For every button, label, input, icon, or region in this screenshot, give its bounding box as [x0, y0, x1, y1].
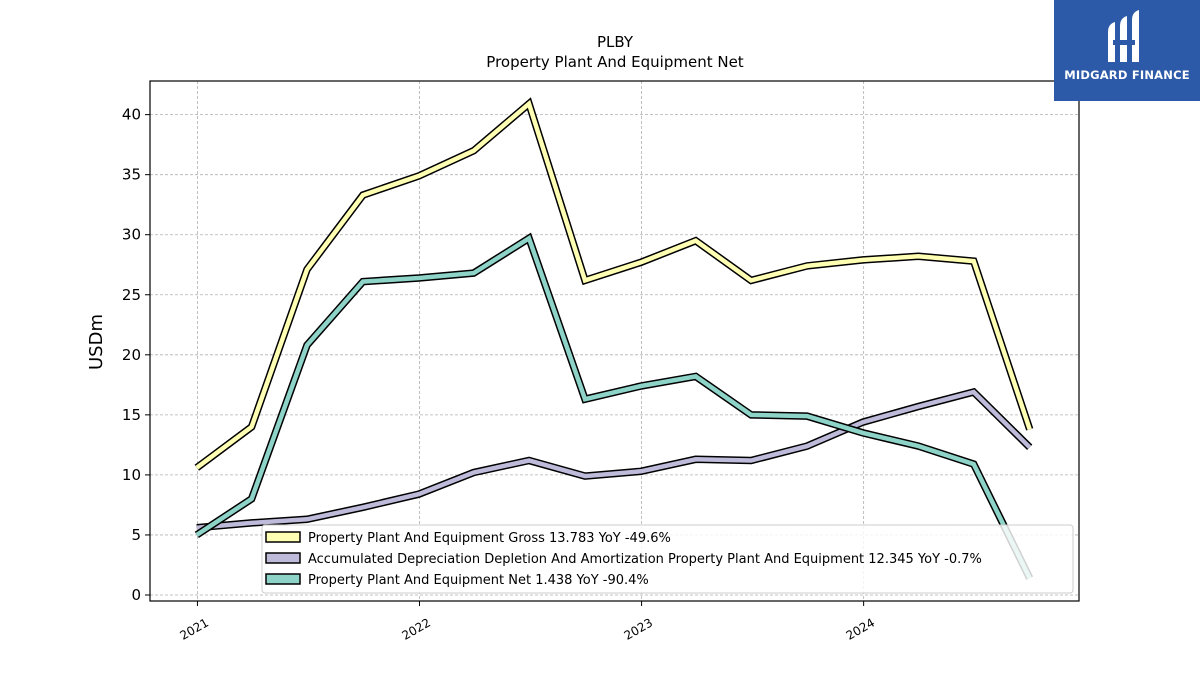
y-axis-label: USDm — [86, 314, 107, 370]
y-tick-label: 10 — [122, 466, 141, 484]
legend-entry: Property Plant And Equipment Net 1.438 Y… — [308, 573, 649, 588]
y-tick-label: 35 — [122, 166, 141, 184]
legend-swatch — [265, 531, 301, 543]
legend: Property Plant And Equipment Gross 13.78… — [261, 524, 1074, 594]
chart-subtitle: Property Plant And Equipment Net — [486, 53, 743, 71]
plot-frame — [149, 80, 1080, 602]
chart-title: PLBY — [597, 33, 634, 51]
series-line — [196, 389, 1032, 530]
y-tick-label: 20 — [122, 346, 141, 364]
series-lines — [194, 97, 1034, 580]
y-tick-label: 0 — [131, 586, 141, 604]
legend-swatch — [265, 573, 301, 585]
grid — [150, 81, 1079, 601]
y-tick-label: 30 — [122, 226, 141, 244]
legend-entry: Accumulated Depreciation Depletion And A… — [308, 552, 982, 567]
y-tick-label: 40 — [122, 106, 141, 124]
legend-entry: Property Plant And Equipment Gross 13.78… — [308, 531, 671, 546]
series-line — [195, 234, 1032, 580]
x-tick-label: 2021 — [177, 615, 210, 642]
series-line — [195, 99, 1032, 470]
y-tick-label: 25 — [122, 286, 141, 304]
logo-text: MIDGARD FINANCE — [1064, 68, 1190, 82]
y-axis-ticks: 0 5 10 15 20 25 30 35 40 — [122, 106, 150, 604]
y-tick-label: 15 — [122, 406, 141, 424]
x-tick-label: 2024 — [844, 615, 877, 642]
x-tick-label: 2022 — [400, 615, 433, 642]
x-tick-label: 2023 — [622, 615, 655, 642]
legend-swatch — [265, 552, 301, 564]
x-axis-ticks: 2021 2022 2023 2024 — [177, 601, 877, 643]
legend-box — [261, 524, 1074, 594]
logo-mark-icon — [1108, 10, 1139, 62]
y-tick-label: 5 — [131, 526, 141, 544]
brand-logo: MIDGARD FINANCE — [1054, 0, 1200, 101]
